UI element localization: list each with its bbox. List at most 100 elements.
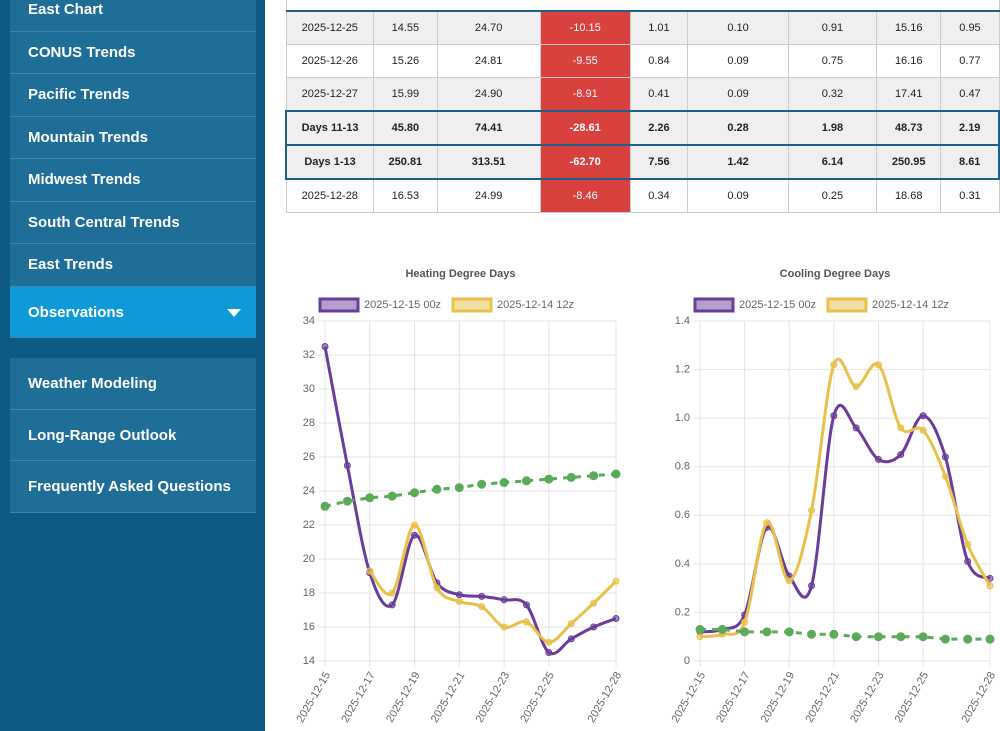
x-tick-label: 2025-12-15 <box>670 670 709 725</box>
table-cell: 7.56 <box>629 144 689 180</box>
data-point <box>941 453 949 461</box>
nav-item[interactable]: Long-Range Outlook <box>10 410 256 461</box>
data-point <box>830 361 838 369</box>
y-tick-label: 32 <box>303 349 315 361</box>
data-point <box>919 412 927 420</box>
table-row: Days 1-13 250.81 313.51 -62.70 7.56 1.42 6.14 2… <box>285 144 1000 180</box>
table-cell: 0.09 <box>687 44 789 78</box>
data-point <box>762 627 772 637</box>
x-tick-label: 2025-12-23 <box>848 670 887 725</box>
table-cell: -9.55 <box>539 44 631 78</box>
table-cell: 2.19 <box>940 110 1000 146</box>
table-cell: 48.73 <box>875 110 942 146</box>
table-row: 2025-12-27 15.99 24.90 -8.91 0.41 0.09 0.32 17.… <box>285 77 1000 112</box>
nav-item[interactable]: Observations <box>10 286 256 338</box>
table-cell: 1.01 <box>629 10 689 45</box>
table-cell: 250.95 <box>875 144 942 180</box>
table-cell: 0.10 <box>687 10 789 45</box>
table-cell: 2.26 <box>629 110 689 146</box>
data-point <box>366 567 374 575</box>
nav-item[interactable]: Mountain Trends <box>10 117 256 159</box>
data-point <box>897 451 905 459</box>
y-tick-label: 30 <box>303 383 315 395</box>
data-point <box>388 589 396 597</box>
table-cell: 0.75 <box>787 44 877 78</box>
table-cell: 2025-12-28 <box>285 178 375 213</box>
data-point <box>963 634 973 644</box>
table-cell: 250.81 <box>373 144 438 180</box>
data-point <box>454 483 464 493</box>
data-point <box>874 361 882 369</box>
legend-label: 2025-12-15 00z <box>364 299 441 311</box>
data-point <box>829 629 839 639</box>
data-point <box>544 474 554 484</box>
data-table: 2025-12-25 14.55 24.70 -10.15 1.01 0.10 0.91 15… <box>285 0 1000 213</box>
data-point <box>941 472 949 480</box>
nav-item[interactable]: Midwest Trends <box>10 159 256 202</box>
data-point <box>696 633 704 641</box>
y-tick-label: 0.6 <box>675 509 690 521</box>
data-point <box>455 598 463 605</box>
data-point <box>873 632 883 642</box>
y-tick-label: 18 <box>303 587 315 599</box>
x-tick-label: 2025-12-21 <box>429 670 468 725</box>
table-cell: 0.77 <box>940 44 1000 78</box>
table-cell: 18.68 <box>875 178 942 213</box>
table-cell: 15.16 <box>875 10 942 45</box>
data-point <box>612 577 620 585</box>
nav-item[interactable]: Pacific Trends <box>10 74 256 117</box>
data-point <box>567 620 575 628</box>
nav-item[interactable]: Frequently Asked Questions <box>10 461 256 513</box>
data-point <box>808 506 816 514</box>
table-cell: 0.95 <box>940 10 1000 45</box>
data-point <box>522 618 530 626</box>
data-point <box>741 618 749 626</box>
data-point <box>897 424 905 432</box>
x-tick-label: 2025-12-19 <box>384 670 423 725</box>
data-point <box>717 624 727 634</box>
legend-swatch <box>318 297 360 313</box>
legend-label: 2025-12-14 12z <box>872 299 949 311</box>
nav-item[interactable]: CONUS Trends <box>10 32 256 74</box>
nav-item[interactable]: East Chart <box>10 0 256 32</box>
table-cell: 0.47 <box>940 77 1000 112</box>
table-cell: 1.42 <box>687 144 789 180</box>
nav-item[interactable]: South Central Trends <box>10 202 256 244</box>
legend-label: 2025-12-15 00z <box>739 299 816 311</box>
data-point <box>785 577 793 585</box>
data-point <box>387 491 397 501</box>
nav-item[interactable]: Weather Modeling <box>10 358 256 410</box>
data-point <box>433 584 441 592</box>
data-point <box>567 635 575 643</box>
nav-item[interactable]: East Trends <box>10 244 256 287</box>
y-tick-label: 22 <box>303 519 315 531</box>
data-point <box>545 638 553 646</box>
data-point <box>521 476 531 486</box>
table-cell: 0.32 <box>787 77 877 112</box>
sidebar: East Chart CONUS Trends Pacific Trends Moun… <box>0 0 265 731</box>
y-tick-label: 24 <box>303 485 315 497</box>
table-cell: 24.99 <box>436 178 541 213</box>
data-point <box>919 426 927 434</box>
data-point <box>695 624 705 634</box>
data-point <box>740 627 750 637</box>
y-tick-label: 16 <box>303 621 315 633</box>
data-point <box>589 471 599 481</box>
data-point <box>566 472 576 482</box>
data-point <box>874 455 882 463</box>
y-tick-label: 14 <box>303 655 315 667</box>
table-cell: -10.15 <box>539 10 631 45</box>
y-tick-label: 1.2 <box>675 363 690 375</box>
data-point <box>852 424 860 432</box>
data-point <box>320 501 330 511</box>
table-cell: Days 11-13 <box>285 110 375 146</box>
table-cell: 0.28 <box>687 110 789 146</box>
x-tick-label: 2025-12-21 <box>803 670 842 725</box>
data-point <box>410 488 420 498</box>
table-cell: -28.61 <box>539 110 631 146</box>
legend-swatch <box>451 297 493 313</box>
y-tick-label: 20 <box>303 553 315 565</box>
data-point <box>808 582 816 590</box>
